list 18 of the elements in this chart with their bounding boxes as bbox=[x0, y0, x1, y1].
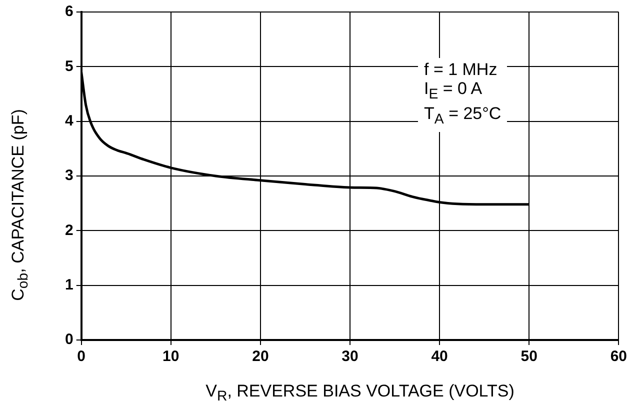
x-tick-label: 10 bbox=[162, 348, 180, 366]
x-tick-label: 60 bbox=[610, 348, 627, 366]
x-tick-label: 30 bbox=[342, 348, 358, 366]
x-tick-label: 20 bbox=[252, 348, 269, 366]
x-tick-label: 0 bbox=[77, 348, 86, 366]
y-tick-label: 5 bbox=[65, 58, 74, 75]
annotation: f = 1 MHz bbox=[424, 60, 498, 79]
x-tick-label: 50 bbox=[520, 348, 538, 366]
y-tick-label: 1 bbox=[65, 276, 74, 294]
y-tick-label: 0 bbox=[65, 331, 74, 348]
annotation: I$_{E}$ = 0 A bbox=[424, 79, 484, 104]
x-axis-title: V$_{R}$, REVERSE BIAS VOLTAGE (VOLTS) bbox=[206, 381, 514, 405]
y-tick-label: 4 bbox=[65, 112, 74, 130]
y-tick-label: 6 bbox=[65, 3, 74, 20]
y-tick-label: 2 bbox=[65, 222, 74, 239]
y-tick-label: 3 bbox=[65, 167, 74, 184]
x-tick-label: 40 bbox=[431, 348, 448, 366]
annotation: T$_{A}$ = 25°C bbox=[424, 104, 502, 130]
